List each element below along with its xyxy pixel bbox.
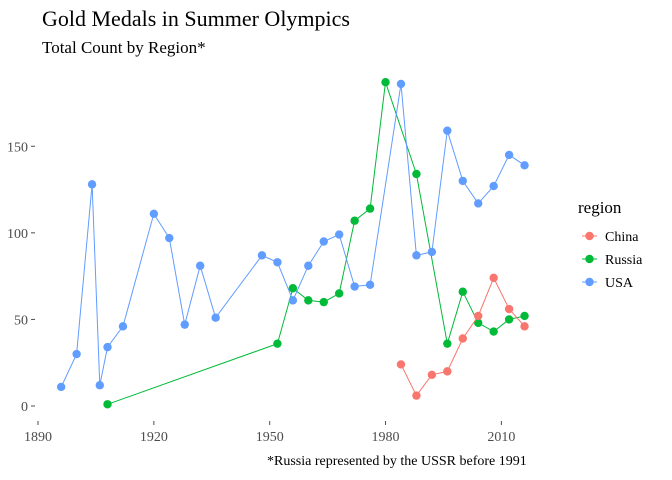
data-point-usa <box>504 150 514 160</box>
chart-caption: *Russia represented by the USSR before 1… <box>267 454 527 469</box>
data-point-russia <box>288 284 298 293</box>
data-point-usa <box>474 199 483 208</box>
data-point-china <box>504 304 514 314</box>
legend-item-russia: Russia <box>582 253 643 268</box>
data-point-russia <box>365 204 375 213</box>
x-tick-label: 1980 <box>372 430 400 445</box>
data-point-russia <box>504 315 514 324</box>
x-tick-label: 1950 <box>256 430 284 445</box>
data-point-usa <box>180 320 189 329</box>
data-point-russia <box>458 287 467 296</box>
data-point-usa <box>520 161 529 170</box>
data-point-china <box>458 334 467 343</box>
data-point-usa <box>412 251 421 260</box>
data-point-usa <box>257 251 267 260</box>
data-point-russia <box>319 297 328 307</box>
series-line-russia <box>107 82 525 405</box>
legend-title: region <box>578 198 622 217</box>
legend-item-china: China <box>582 230 639 245</box>
data-point-russia <box>304 296 313 305</box>
data-point-usa <box>72 349 81 359</box>
series-usa <box>56 79 529 392</box>
legend-key-point <box>585 277 594 287</box>
data-point-china <box>412 391 421 400</box>
data-point-russia <box>273 339 282 348</box>
x-tick-label: 1920 <box>140 430 168 445</box>
data-point-usa <box>149 209 159 218</box>
legend-label-usa: USA <box>605 276 634 291</box>
data-point-china <box>396 360 406 369</box>
series-line-usa <box>60 83 525 388</box>
data-point-china <box>474 311 483 321</box>
legend-key-point <box>585 231 594 241</box>
legend-label-china: China <box>605 230 639 245</box>
data-point-usa <box>165 233 174 243</box>
series-russia <box>103 77 529 409</box>
data-point-usa <box>56 382 66 392</box>
data-point-russia <box>489 327 498 336</box>
data-point-usa <box>103 342 112 352</box>
series-china <box>396 273 529 400</box>
legend-label-russia: Russia <box>605 253 643 268</box>
y-tick-label: 100 <box>7 227 28 242</box>
plot-area <box>56 77 529 409</box>
data-point-usa <box>195 261 205 270</box>
chart-title: Gold Medals in Summer Olympics <box>42 6 350 31</box>
x-tick-label: 2010 <box>487 430 515 445</box>
data-point-russia <box>335 289 344 298</box>
data-point-usa <box>211 313 220 322</box>
data-point-usa <box>87 180 97 189</box>
data-point-usa <box>304 261 313 270</box>
data-point-usa <box>335 230 344 239</box>
data-point-usa <box>427 247 437 257</box>
legend: region China Russia USA <box>578 198 643 291</box>
data-point-russia <box>381 77 390 87</box>
x-tick-label: 1890 <box>24 430 52 445</box>
data-point-usa <box>319 237 328 246</box>
data-point-usa <box>443 126 452 135</box>
data-point-russia <box>443 339 452 348</box>
axes: 0 50 100 150 1890 1920 1950 1980 2010 <box>7 140 515 445</box>
data-point-russia <box>474 318 483 328</box>
data-point-usa <box>350 282 359 291</box>
y-tick-label: 0 <box>21 400 28 415</box>
data-point-usa <box>95 381 104 390</box>
data-point-china <box>427 370 437 380</box>
data-point-russia <box>520 311 529 321</box>
data-point-china <box>443 367 452 376</box>
data-point-russia <box>412 169 421 179</box>
data-point-russia <box>350 216 359 225</box>
y-tick-label: 50 <box>14 313 28 328</box>
data-point-usa <box>118 322 128 331</box>
data-point-china <box>489 273 498 283</box>
data-point-usa <box>458 176 467 186</box>
data-point-usa <box>288 296 298 305</box>
data-point-usa <box>489 181 498 191</box>
data-point-usa <box>365 280 375 289</box>
data-point-usa <box>273 258 282 267</box>
data-point-russia <box>103 400 112 409</box>
data-point-china <box>520 322 529 331</box>
data-point-usa <box>396 79 406 89</box>
legend-item-usa: USA <box>582 276 634 291</box>
legend-key-point <box>585 254 594 264</box>
chart-subtitle: Total Count by Region* <box>42 38 206 57</box>
y-tick-label: 150 <box>7 140 28 155</box>
